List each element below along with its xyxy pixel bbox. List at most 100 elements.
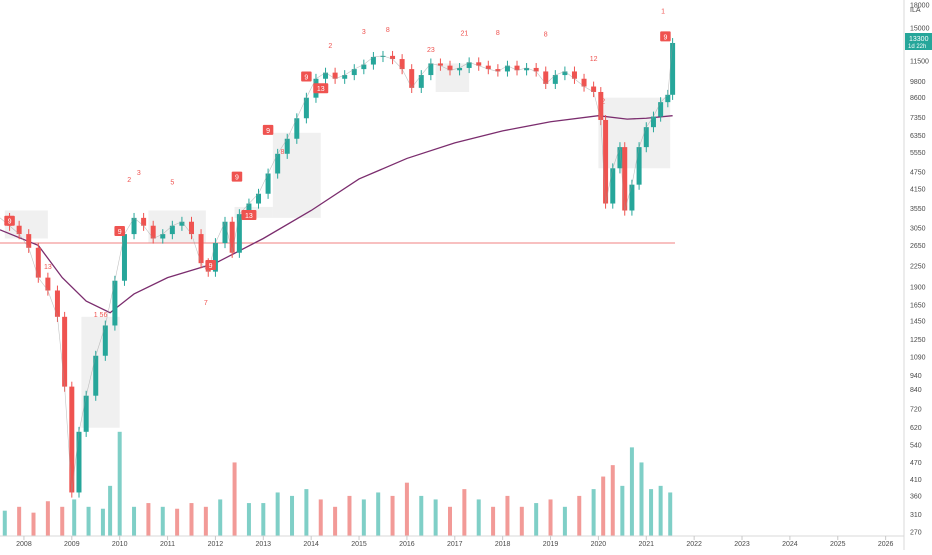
candle-body	[670, 42, 676, 95]
volume-bar	[100, 508, 105, 536]
sequence-label: 2	[127, 177, 131, 184]
x-tick-label: 2022	[686, 541, 702, 548]
x-tick-label: 2024	[782, 541, 798, 548]
sequence-label-box	[241, 209, 257, 220]
y-tick-label: 270	[910, 530, 922, 537]
price-series-layer	[0, 38, 676, 498]
sequence-label-box	[205, 259, 216, 270]
y-tick-label: 1250	[910, 337, 926, 344]
sequence-label: 9	[235, 175, 239, 182]
candle-body	[658, 102, 664, 117]
sequence-label: 13	[44, 264, 52, 271]
volume-bar	[175, 508, 180, 536]
candle-body	[418, 75, 424, 88]
candle-body	[437, 63, 443, 66]
volume-bar	[203, 506, 208, 536]
sequence-label: 9	[209, 263, 213, 270]
x-tick-label: 2026	[878, 541, 894, 548]
x-axis-ticks: 2008 2009 2010 2011 2012 2013 2014 2015 2016 2017…	[16, 536, 894, 548]
volume-bar	[668, 492, 673, 536]
shaded-zone	[148, 210, 206, 244]
price-badge: 13300 1d 22h	[905, 33, 932, 50]
candle-body	[495, 69, 501, 72]
sequence-label: 1	[661, 9, 665, 16]
volume-bar	[433, 499, 438, 536]
sequence-label: 23	[427, 47, 435, 54]
sequence-label-box	[231, 171, 243, 182]
candle-body	[466, 62, 472, 68]
y-tick-label: 18000	[910, 3, 930, 10]
sequence-label: 13	[317, 86, 325, 93]
y-tick-label: 1450	[910, 319, 926, 326]
candle-body	[370, 56, 376, 65]
volume-bar	[261, 503, 266, 536]
volume-bar	[218, 499, 223, 536]
volume-bar	[232, 462, 237, 536]
volume-bar	[132, 506, 137, 536]
volume-bar	[72, 499, 77, 536]
candle-body	[222, 221, 228, 244]
sequence-label: 5	[170, 180, 174, 187]
sequence-label-box	[301, 71, 312, 82]
sequence-label: 9	[8, 219, 12, 226]
candle-body	[83, 395, 89, 432]
volume-bar	[2, 510, 7, 536]
candle-body	[256, 193, 262, 204]
candle-body	[351, 69, 357, 76]
x-tick-label: 2023	[734, 541, 750, 548]
volume-bar	[376, 492, 381, 536]
volume-bar	[462, 489, 467, 536]
sequence-label: 1 56	[94, 312, 108, 319]
candle-body	[179, 221, 185, 226]
sequence-label-box	[262, 124, 274, 135]
sequence-label: 13	[245, 213, 253, 220]
x-tick-label: 2009	[64, 541, 80, 548]
candle-body	[610, 168, 616, 204]
volume-bar	[246, 503, 251, 536]
candle-body	[428, 63, 434, 76]
candle-body	[636, 147, 642, 185]
candle-body	[294, 118, 300, 139]
candle-body	[476, 62, 482, 66]
x-tick-label: 2015	[351, 541, 367, 548]
sequence-label: 8	[544, 32, 548, 39]
volume-bar	[189, 503, 194, 536]
y-tick-label: 11500	[910, 59, 929, 66]
volume-bar	[160, 506, 165, 536]
y-axis-ticks: 270 310 360 410 470 540 620 720 840 940 1090 1250 14…	[910, 3, 930, 537]
candle-body	[543, 71, 549, 84]
candle-body	[131, 217, 137, 235]
candle-body	[409, 69, 415, 88]
candle-body	[514, 65, 520, 71]
y-tick-label: 4750	[910, 170, 926, 177]
candle-body	[169, 225, 175, 235]
volume-bar	[577, 495, 582, 536]
volume-bar	[562, 506, 567, 536]
candle-body	[598, 91, 604, 120]
candle-body	[533, 67, 539, 72]
y-tick-label: 620	[910, 425, 922, 432]
volume-bar	[60, 506, 65, 536]
candle-body	[617, 147, 623, 169]
candle-body	[552, 75, 558, 84]
volume-bar	[304, 489, 309, 536]
sequence-label: 8	[496, 30, 500, 37]
y-tick-label: 2650	[910, 243, 926, 250]
y-tick-label: 1090	[910, 354, 926, 361]
candle-body	[141, 217, 147, 226]
y-tick-label: 7350	[910, 115, 926, 122]
sequence-label: 12	[590, 56, 598, 63]
sequence-label: 3	[362, 29, 366, 36]
candle-body	[603, 119, 609, 204]
x-tick-label: 2017	[447, 541, 463, 548]
candle-body	[342, 75, 348, 79]
candle-body	[54, 290, 60, 317]
sequence-label: 2	[601, 99, 605, 106]
y-tick-label: 4150	[910, 187, 926, 194]
candle-body	[76, 431, 82, 493]
candle-body	[303, 97, 309, 119]
candle-body	[246, 203, 252, 215]
volume-bar	[649, 489, 654, 536]
x-tick-label: 2016	[399, 541, 415, 548]
